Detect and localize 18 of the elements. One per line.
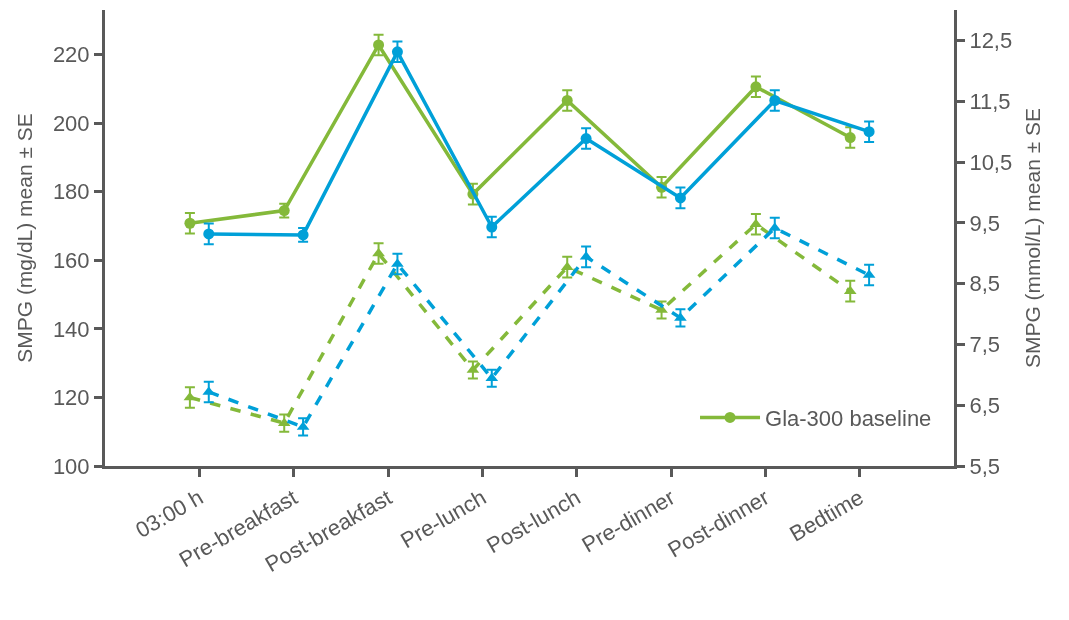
y2-tick-label: 7,5 [969, 332, 1000, 358]
y-tick-label: 140 [52, 316, 90, 342]
y2-tick-label: 10,5 [969, 149, 1013, 175]
y-tick-label: 220 [52, 42, 90, 68]
y2-tick-label: 9,5 [969, 210, 1000, 236]
y-tick-label: 100 [52, 453, 90, 479]
y-tick-label: 180 [52, 179, 90, 205]
y2-tick-label: 5,5 [969, 453, 1000, 479]
y-axis-title: SMPG (mg/dL) mean ± SE [13, 113, 37, 363]
y2-tick-label: 11,5 [969, 88, 1011, 114]
y2-tick-label: 8,5 [969, 271, 1000, 297]
y-tick-label: 120 [52, 385, 90, 411]
legend-label: Gla-300 baseline [765, 406, 932, 432]
y-tick-label: 160 [52, 247, 90, 273]
y2-tick-label: 6,5 [969, 392, 1000, 418]
y-tick-label: 200 [52, 110, 90, 136]
y2-tick-label: 12,5 [969, 28, 1013, 54]
y2-axis-title: SMPG (mmol/L) mean ± SE [1021, 107, 1045, 369]
